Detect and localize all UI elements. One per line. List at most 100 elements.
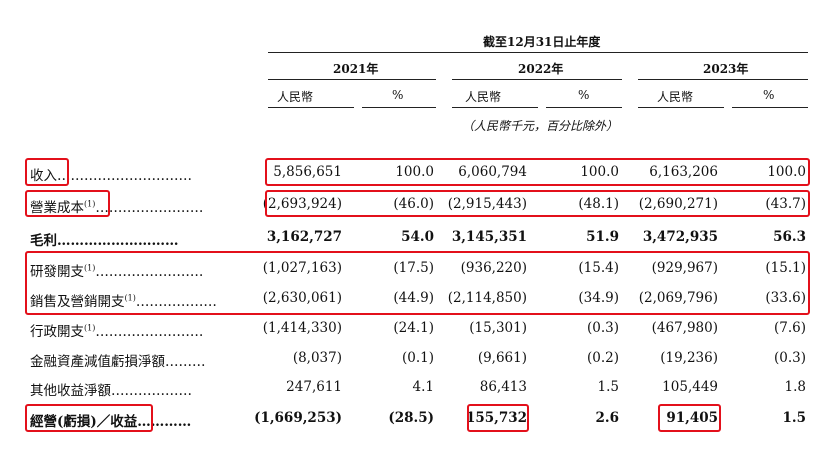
table-cell: (34.9) [578,290,619,306]
row-label: 營業成本(1)…………………… [30,196,203,216]
table-cell: 155,732 [465,410,527,426]
table-cell: 6,060,794 [458,164,527,180]
table-cell: 1.8 [784,379,806,395]
row-label-text: 銷售及營銷開支 [30,294,125,310]
leader-dots: …………………… [95,200,204,216]
table-cell: (2,630,061) [262,290,342,306]
row-label: 研發開支(1)…………………… [30,260,203,280]
leader-dots: …………………… [95,324,204,340]
table-cell: 86,413 [479,379,527,395]
row-label-text: 營業成本 [30,200,84,216]
sub-rule-2 [362,107,436,108]
table-cell: 105,449 [662,379,718,395]
leader-dots: ……………………… [57,233,179,249]
table-cell: (467,980) [651,320,718,336]
period-rule [268,52,808,53]
table-cell: 100.0 [395,164,434,180]
table-cell: 2.6 [595,410,620,426]
row-label-text: 其他收益淨額 [30,383,111,399]
footnote-marker: (1) [84,263,96,273]
table-cell: (43.7) [765,196,806,212]
table-cell: (1,414,330) [262,320,342,336]
footnote-marker: (1) [124,293,136,303]
table-cell: (0.3) [773,350,806,366]
leader-dots: ………………………… [57,168,192,184]
footnote-marker: (1) [84,323,96,333]
row-label-text: 毛利 [30,233,57,249]
row-label: 其他收益淨額……………… [30,379,192,399]
row-label-text: 經營(虧損)／收益 [30,414,138,430]
row-label: 行政開支(1)…………………… [30,320,203,340]
table-cell: (46.0) [393,196,434,212]
table-cell: (936,220) [460,260,527,276]
table-cell: (2,690,271) [638,196,718,212]
table-cell: 4.1 [412,379,434,395]
sub-rule-3 [452,107,538,108]
table-cell: (2,915,443) [447,196,527,212]
row-label: 金融資產減值虧損淨額……… [30,350,206,370]
table-cell: (9,661) [477,350,527,366]
table-cell: 100.0 [767,164,806,180]
row-label: 銷售及營銷開支(1)……………… [30,290,217,310]
year-rule-2023 [638,79,808,80]
leader-dots: ……… [165,354,206,370]
year-2022: 2022年 [518,62,564,76]
table-cell: (44.9) [393,290,434,306]
sub-rule-5 [638,107,724,108]
table-cell: (2,693,924) [262,196,342,212]
highlight-operating-label [25,404,153,432]
table-cell: (17.5) [393,260,434,276]
year-2021: 2021年 [333,62,379,76]
row-label: 毛利……………………… [30,229,179,249]
percent-2022: % [578,88,590,102]
table-cell: 3,145,351 [451,229,527,245]
highlight-revenue-row [265,158,810,186]
currency-2022: 人民幣 [465,90,502,104]
row-label: 收入………………………… [30,164,192,184]
leader-dots: ………… [137,414,192,430]
leader-dots: …………………… [95,264,204,280]
sub-rule-6 [732,107,808,108]
percent-2023: % [763,88,775,102]
table-cell: 1.5 [597,379,619,395]
unit-note: （人民幣千元，百分比除外） [462,119,619,133]
table-cell: (0.3) [586,320,619,336]
sub-rule-4 [546,107,622,108]
table-cell: 3,162,727 [266,229,342,245]
table-cell: 100.0 [580,164,619,180]
table-cell: (7.6) [773,320,806,336]
currency-2023: 人民幣 [657,90,694,104]
year-rule-2022 [452,79,622,80]
highlight-expenses-block [25,251,810,315]
year-rule-2021 [268,79,436,80]
table-cell: (19,236) [660,350,718,366]
table-cell: (8,037) [292,350,342,366]
table-cell: (48.1) [578,196,619,212]
leader-dots: ……………… [135,294,217,310]
table-cell: (1,669,253) [254,410,342,426]
table-cell: (15.1) [765,260,806,276]
year-2023: 2023年 [703,62,749,76]
highlight-cost-label [25,190,110,217]
table-cell: (2,069,796) [638,290,718,306]
table-cell: (15.4) [578,260,619,276]
table-cell: 6,163,206 [649,164,718,180]
period-header: 截至12月31日止年度 [483,35,601,49]
highlight-operating-2023 [658,404,721,432]
table-cell: (0.2) [586,350,619,366]
table-cell: 51.9 [586,229,619,245]
row-label-text: 行政開支 [30,324,84,340]
table-cell: (1,027,163) [262,260,342,276]
table-cell: 1.5 [782,410,807,426]
table-cell: (28.5) [388,410,434,426]
currency-2021: 人民幣 [277,90,314,104]
table-cell: 56.3 [773,229,806,245]
table-cell: 5,856,651 [273,164,342,180]
sub-rule-1 [268,107,354,108]
table-cell: 54.0 [401,229,434,245]
table-cell: (0.1) [401,350,434,366]
highlight-operating-2022 [467,404,529,432]
table-cell: (24.1) [393,320,434,336]
highlight-revenue-label [25,158,69,186]
row-label-text: 金融資產減值虧損淨額 [30,354,165,370]
